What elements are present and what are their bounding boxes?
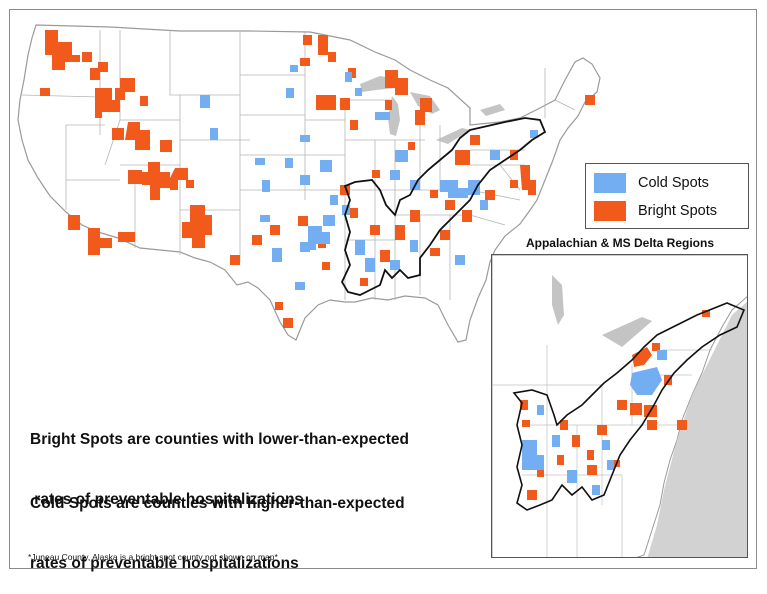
legend-label-bright: Bright Spots: [638, 203, 717, 219]
bright-desc-line2: rates of preventable hospitalizations: [30, 491, 304, 508]
legend-row-cold: Cold Spots: [594, 172, 709, 194]
us-main-map: [17, 24, 601, 343]
appalachian-delta-outline: [340, 117, 547, 296]
footnote: *Juneau County, Alaska is a bright spot …: [28, 552, 278, 562]
inset-region-outline: [512, 302, 746, 511]
cold-desc-line2: rates of preventable hospitalizations: [30, 555, 299, 572]
inset-cold-spots: [522, 350, 667, 495]
legend-swatch-cold: [594, 173, 626, 193]
legend: Cold Spots Bright Spots: [585, 163, 749, 229]
bright-spot-counties: [40, 30, 595, 328]
inset-title: Appalachian & MS Delta Regions: [525, 236, 715, 250]
inset-lake: [602, 317, 652, 347]
bright-desc-line1: Bright Spots are counties with lower-tha…: [30, 431, 409, 448]
cold-spot-counties: [200, 65, 538, 290]
inset-map: [491, 254, 748, 558]
cold-spots-description: Cold Spots are counties with higher-than…: [30, 454, 405, 594]
bright-spots-description: Bright Spots are counties with lower-tha…: [30, 390, 409, 530]
inset-water: [647, 301, 747, 557]
legend-row-bright: Bright Spots: [594, 200, 717, 222]
inset-map-svg: [492, 255, 747, 557]
cold-desc-line1: Cold Spots are counties with higher-than…: [30, 495, 405, 512]
legend-label-cold: Cold Spots: [638, 175, 709, 191]
legend-swatch-bright: [594, 201, 626, 221]
inset-lake-west: [552, 275, 564, 325]
